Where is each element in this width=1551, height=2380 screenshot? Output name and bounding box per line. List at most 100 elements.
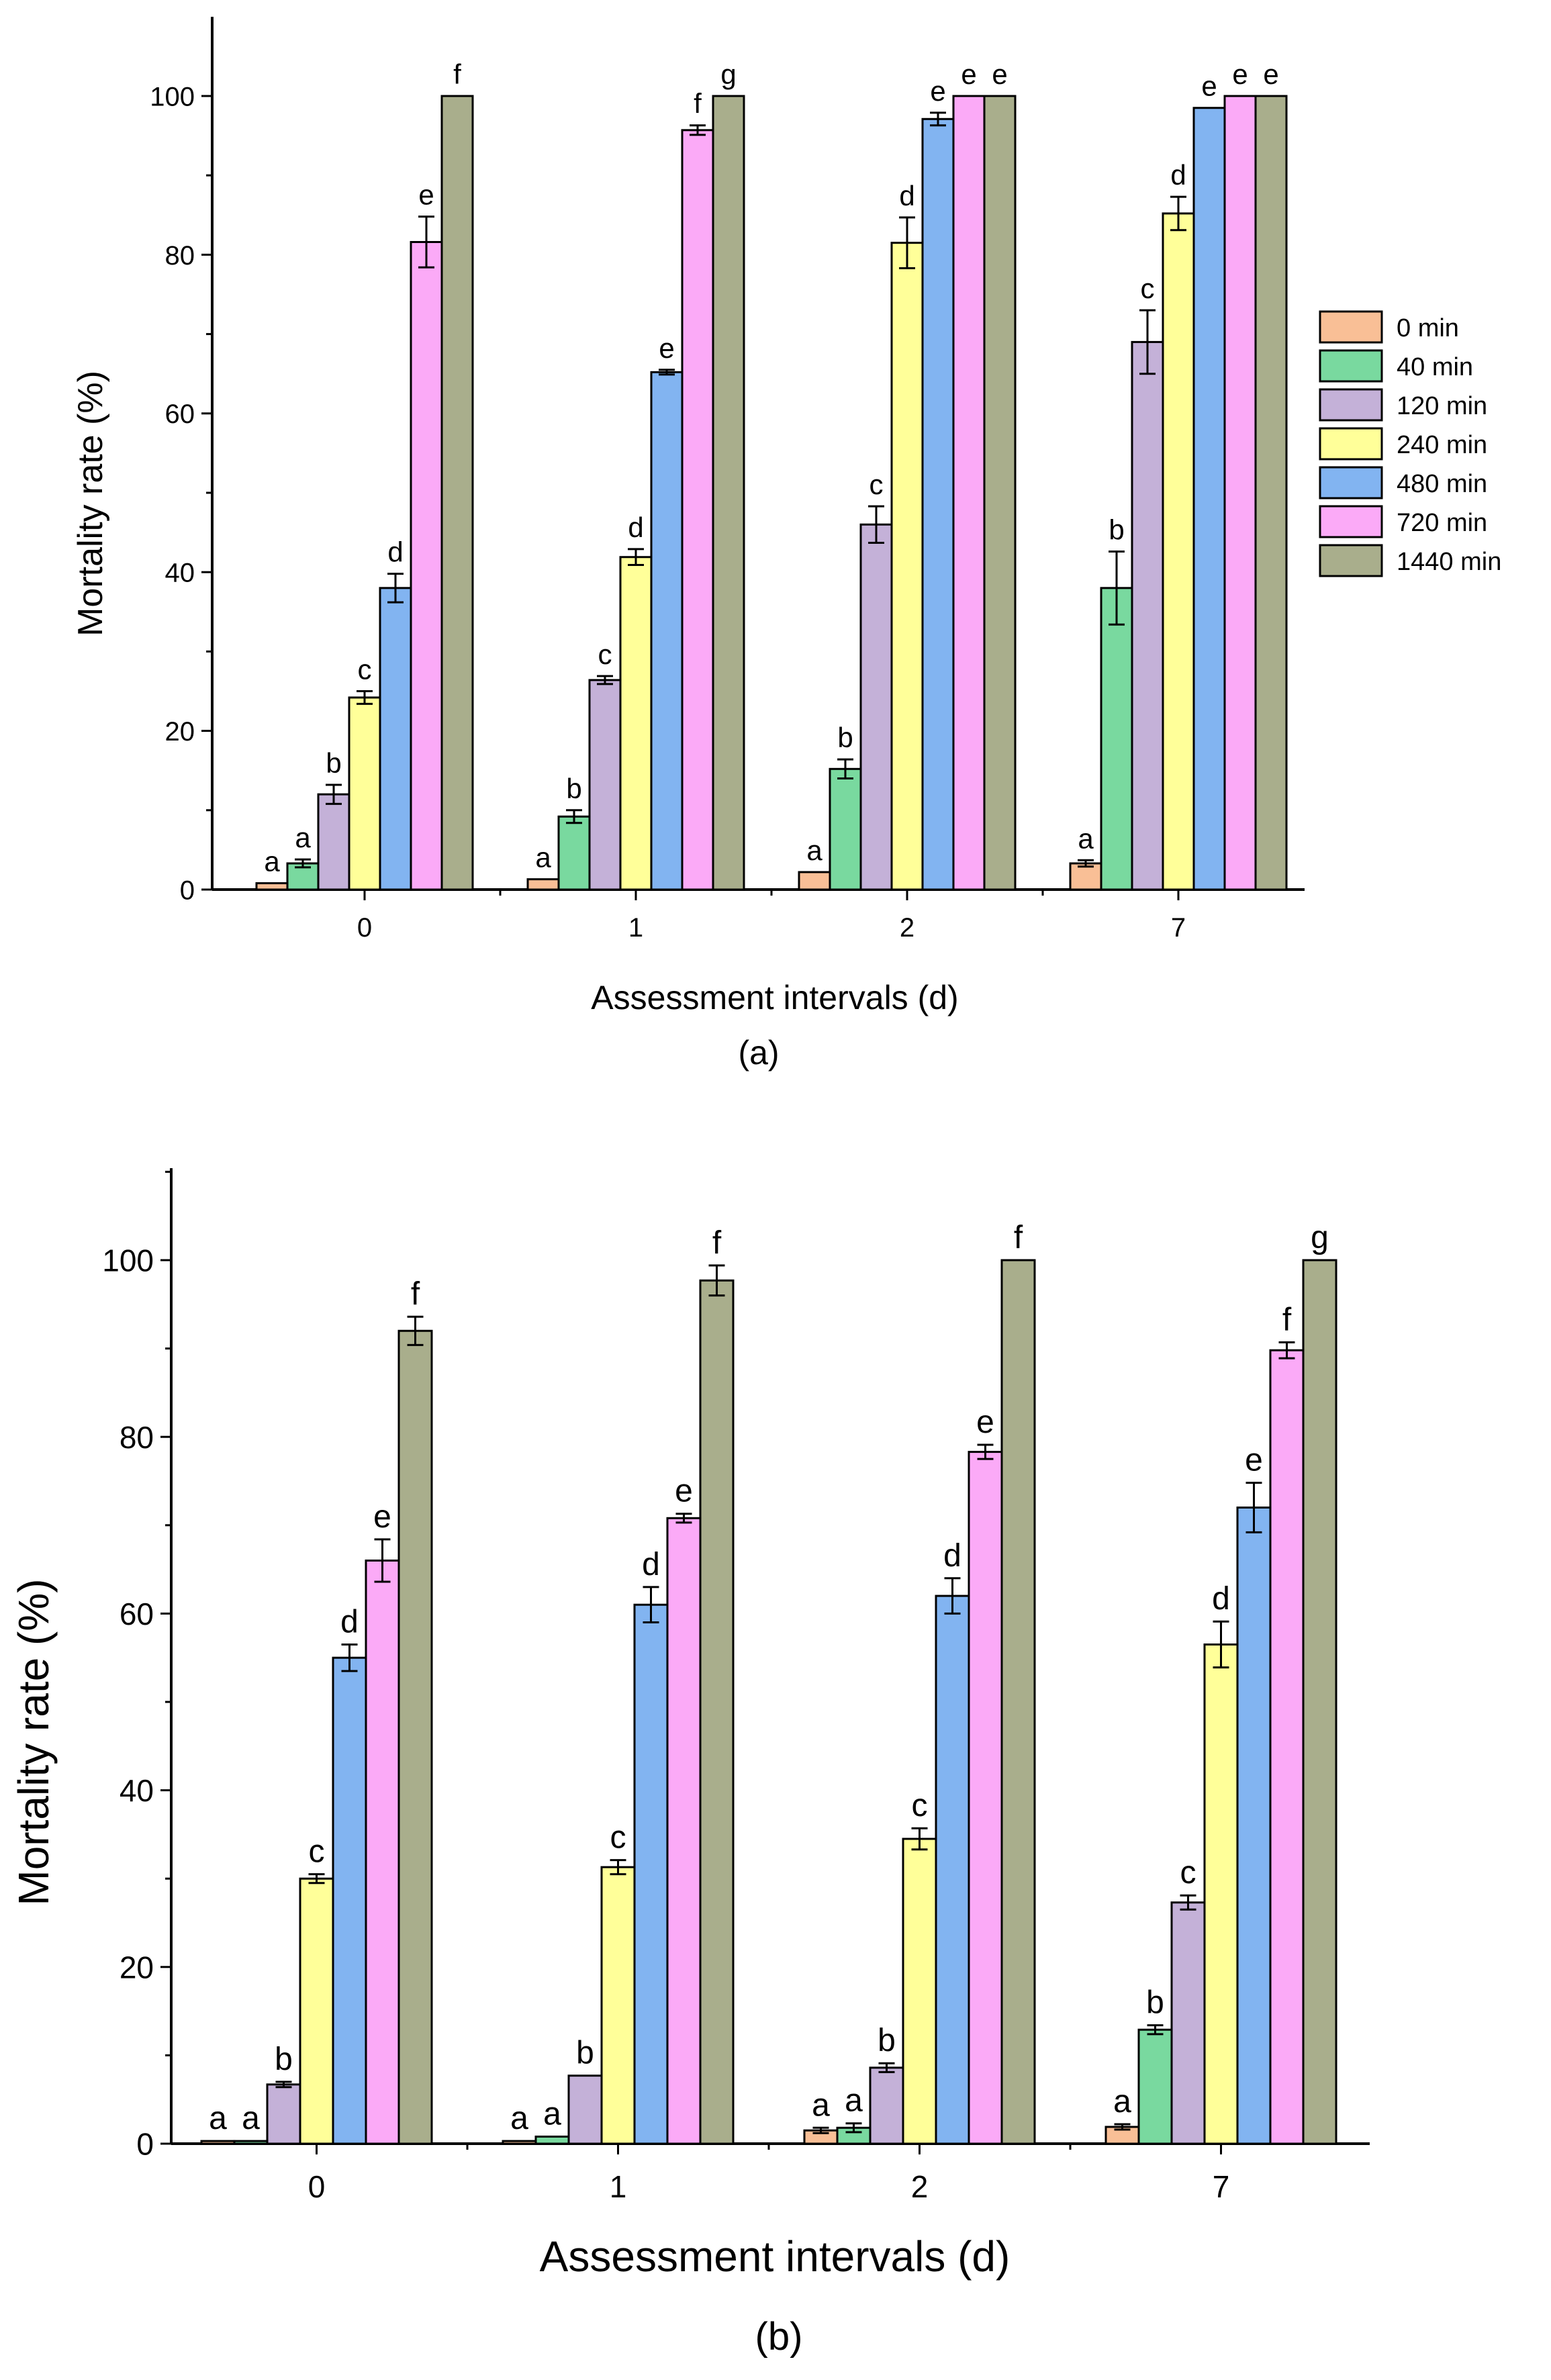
x-tick-label: 1 <box>628 913 643 943</box>
significance-letter: b <box>275 2042 293 2077</box>
bar-a-7-480min <box>1192 107 1226 891</box>
significance-letter: e <box>418 179 434 211</box>
significance-letter: e <box>992 58 1007 90</box>
significance-letter: c <box>869 469 884 500</box>
panel-label-b: (b) <box>755 2315 803 2359</box>
significance-letter: a <box>1078 822 1094 854</box>
bar-b-1-240min <box>600 1866 636 2145</box>
bar-a-1-120min <box>588 679 622 891</box>
legend-swatch <box>1319 466 1383 499</box>
bar-b-7-720min <box>1269 1349 1305 2145</box>
bar-a-7-120min <box>1131 340 1164 891</box>
bar-a-1-40min <box>557 815 591 891</box>
x-tick-label: 0 <box>357 913 372 943</box>
bar-b-1-1440min <box>699 1279 735 2145</box>
significance-letter: f <box>453 58 461 90</box>
y-tick-label: 100 <box>102 1243 154 1278</box>
bar-a-2-0min <box>798 871 831 891</box>
legend-swatch <box>1319 544 1383 577</box>
significance-letter: a <box>1113 2084 1131 2120</box>
legend-swatch <box>1319 388 1383 422</box>
x-tick-label: 1 <box>610 2169 627 2204</box>
significance-letter: a <box>242 2101 260 2136</box>
bar-a-7-1440min <box>1254 95 1288 891</box>
bar-b-2-480min <box>935 1594 970 2145</box>
legend-swatch <box>1319 505 1383 538</box>
significance-letter: a <box>510 2101 528 2136</box>
significance-letter: b <box>1109 514 1124 545</box>
bar-b-7-120min <box>1170 1901 1206 2145</box>
bar-a-1-240min <box>619 556 653 891</box>
bar-b-7-240min <box>1203 1643 1239 2145</box>
bar-a-0-1440min <box>440 95 474 891</box>
significance-letter: d <box>642 1547 660 1582</box>
significance-letter: d <box>899 180 914 211</box>
bar-a-0-720min <box>410 240 443 891</box>
bar-b-2-1440min <box>1000 1259 1036 2145</box>
y-axis-title-b: Mortality rate (%) <box>9 1578 58 1905</box>
significance-letter: a <box>295 822 311 853</box>
bar-b-2-120min <box>869 2066 904 2145</box>
bar-a-7-720min <box>1223 95 1257 891</box>
bar-b-0-1440min <box>397 1329 433 2145</box>
significance-letter: d <box>340 1604 359 1639</box>
significance-letter: d <box>1212 1581 1230 1617</box>
significance-letter: e <box>1245 1443 1263 1478</box>
y-tick-label: 40 <box>165 559 195 588</box>
bar-a-0-480min <box>379 587 412 891</box>
bar-b-7-480min <box>1236 1506 1272 2145</box>
legend-label: 240 min <box>1397 431 1487 459</box>
x-tick-label: 0 <box>308 2169 326 2204</box>
significance-letter: e <box>1232 58 1248 90</box>
significance-letter: g <box>1311 1220 1329 1255</box>
bar-a-0-240min <box>348 696 381 891</box>
significance-letter: c <box>1180 1855 1196 1891</box>
bar-b-7-1440min <box>1302 1259 1337 2145</box>
significance-letter: e <box>1201 70 1217 102</box>
legend-label: 480 min <box>1397 470 1487 498</box>
significance-letter: e <box>930 75 945 107</box>
x-axis-title-b: Assessment intervals (d) <box>540 2232 1010 2281</box>
significance-letter: a <box>845 2083 863 2119</box>
significance-letter: a <box>264 846 280 877</box>
significance-letter: f <box>1282 1302 1292 1337</box>
bar-b-2-240min <box>902 1838 937 2145</box>
legend-label: 40 min <box>1397 353 1473 381</box>
x-axis-title-a: Assessment intervals (d) <box>591 979 958 1016</box>
significance-letter: b <box>878 2023 896 2058</box>
significance-letter: a <box>535 842 551 873</box>
significance-letter: e <box>675 1474 693 1509</box>
significance-letter: d <box>1170 159 1186 191</box>
legend-label: 1440 min <box>1397 548 1501 576</box>
significance-letter: c <box>610 1820 626 1856</box>
bar-b-0-40min <box>233 2140 269 2145</box>
y-axis-title-a: Mortality rate (%) <box>71 371 110 636</box>
y-tick-label: 0 <box>180 875 195 905</box>
bar-a-2-720min <box>952 95 986 891</box>
x-tick-label: 7 <box>1171 913 1186 943</box>
x-tick-label: 2 <box>911 2169 929 2204</box>
y-tick-label: 20 <box>165 717 195 747</box>
significance-letter: c <box>912 1788 928 1823</box>
bar-b-1-120min <box>567 2075 603 2145</box>
significance-letter: c <box>358 654 372 685</box>
legend-label: 0 min <box>1397 314 1459 342</box>
legend: 0 min 40 min 120 min 240 min 480 min 720 min 1… <box>1319 310 1501 577</box>
significance-letter: b <box>1146 1985 1164 2021</box>
legend-swatch <box>1319 349 1383 383</box>
bar-a-2-1440min <box>983 95 1017 891</box>
y-tick-label: 20 <box>120 1950 154 1985</box>
y-tick-label: 60 <box>165 399 195 429</box>
y-tick-label: 40 <box>120 1773 154 1808</box>
significance-letter: c <box>309 1834 325 1870</box>
bar-a-0-0min <box>255 882 289 891</box>
significance-letter: e <box>373 1499 391 1535</box>
y-tick-label: 0 <box>136 2127 154 2162</box>
legend-swatch <box>1319 427 1383 461</box>
legend-label: 720 min <box>1397 509 1487 537</box>
significance-letter: d <box>387 536 403 568</box>
